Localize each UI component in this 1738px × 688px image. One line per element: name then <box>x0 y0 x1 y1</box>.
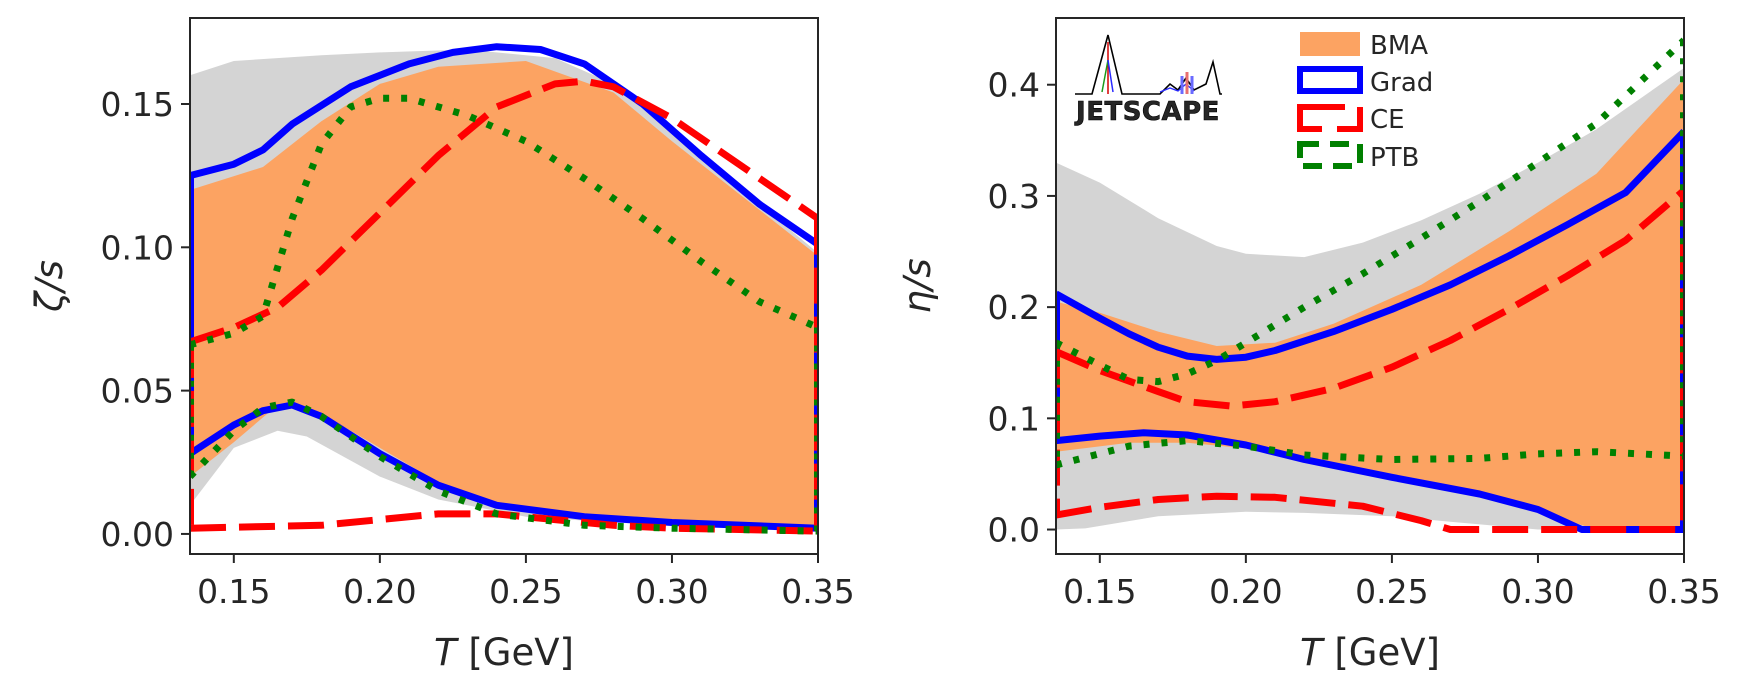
legend-swatch-ptb <box>1297 141 1363 169</box>
svg-text:JETSCAPE: JETSCAPE <box>1074 97 1220 127</box>
y-tick-label: 0.3 <box>988 177 1040 216</box>
y-axis-label: η/s <box>896 258 939 313</box>
legend-label-ptb: PTB <box>1370 143 1419 173</box>
ce-upper-line <box>1056 187 1684 410</box>
ptb-upper-line <box>190 94 818 349</box>
y-tick-label: 0.05 <box>101 372 174 411</box>
y-tick-label: 0.0 <box>988 511 1040 550</box>
legend-swatch-grad <box>1297 66 1363 94</box>
x-tick-label: 0.35 <box>781 572 854 611</box>
y-tick-label: 0.00 <box>101 515 174 554</box>
legend: BMA Grad CE PTB <box>1297 31 1433 173</box>
zeta-over-s-panel: 0.15 0.20 0.25 0.30 0.35 0.00 0.05 0.10 0.15 ζ/s… <box>28 17 855 674</box>
y-axis-label: ζ/s <box>28 260 71 313</box>
x-axis-label: T [GeV] <box>434 631 574 674</box>
x-tick-label: 0.30 <box>1501 572 1574 611</box>
y-tick-label: 0.4 <box>988 66 1040 105</box>
eta-over-s-panel: 0.15 0.20 0.25 0.30 0.350.00.10.20.30.4 η/s … <box>896 17 1721 674</box>
grad-lower-line <box>190 401 818 532</box>
bma-band <box>1056 79 1684 530</box>
y-tick-label: 0.2 <box>988 288 1040 327</box>
jetscape-logo: JETSCAPE <box>1074 34 1222 127</box>
x-axis-label: T [GeV] <box>1300 631 1440 674</box>
bma-band <box>190 61 818 529</box>
x-tick-label: 0.30 <box>635 572 708 611</box>
legend-label-bma: BMA <box>1370 31 1428 61</box>
x-tick-label: 0.35 <box>1647 572 1720 611</box>
y-tick-label: 0.10 <box>101 228 174 267</box>
legend-label-ce: CE <box>1370 105 1405 135</box>
y-tick-label: 0.1 <box>988 399 1040 438</box>
x-tick-label: 0.15 <box>1063 572 1136 611</box>
grad-upper-line <box>1056 128 1684 363</box>
legend-swatch-ce <box>1297 104 1363 132</box>
grad-upper-line <box>190 43 818 248</box>
legend-label-grad: Grad <box>1370 68 1433 98</box>
legend-swatch-bma <box>1300 32 1360 56</box>
x-tick-label: 0.20 <box>1209 572 1282 611</box>
x-tick-label: 0.20 <box>343 572 416 611</box>
y-tick-label: 0.15 <box>101 85 174 124</box>
x-tick-label: 0.25 <box>1355 572 1428 611</box>
x-tick-label: 0.15 <box>197 572 270 611</box>
grad-lower-line <box>1056 429 1684 533</box>
ce-lower-line <box>1056 492 1684 533</box>
x-tick-label: 0.25 <box>489 572 562 611</box>
